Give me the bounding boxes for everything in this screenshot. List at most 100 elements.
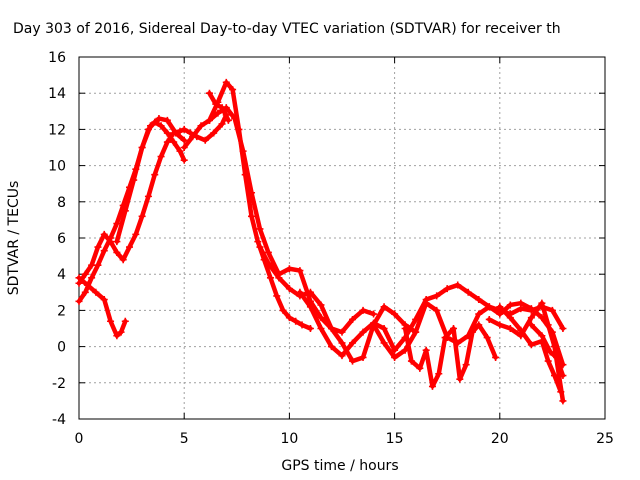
data-point bbox=[266, 274, 274, 282]
data-point bbox=[130, 176, 138, 184]
data-point bbox=[121, 317, 129, 325]
data-point bbox=[107, 317, 115, 325]
data-point bbox=[317, 325, 325, 332]
plot-frame bbox=[78, 56, 606, 420]
data-point bbox=[180, 156, 188, 164]
data-point bbox=[81, 288, 89, 296]
data-series bbox=[75, 78, 567, 405]
data-point bbox=[205, 89, 213, 97]
series-track-4 bbox=[113, 115, 188, 246]
y-tick-label: 0 bbox=[57, 340, 66, 356]
data-point bbox=[155, 115, 163, 123]
data-point bbox=[113, 332, 121, 340]
data-point bbox=[279, 306, 287, 314]
data-point bbox=[306, 303, 314, 311]
chart-title: Day 303 of 2016, Sidereal Day-to-day VTE… bbox=[13, 21, 561, 37]
data-point bbox=[248, 189, 256, 197]
y-tick-label: 10 bbox=[48, 159, 66, 175]
series-line bbox=[114, 116, 187, 244]
data-point bbox=[163, 129, 171, 137]
data-point bbox=[380, 339, 388, 347]
series-line bbox=[402, 322, 498, 389]
data-point bbox=[75, 297, 83, 305]
y-tick-label: 8 bbox=[57, 195, 66, 211]
y-axis-label: SDTVAR / TECUs bbox=[6, 181, 22, 296]
data-point bbox=[370, 321, 378, 329]
data-point bbox=[538, 332, 546, 340]
data-point bbox=[551, 372, 559, 380]
series-track-9 bbox=[296, 281, 567, 360]
data-point bbox=[147, 122, 155, 130]
data-point bbox=[144, 192, 152, 200]
data-point bbox=[94, 261, 102, 269]
series-line bbox=[207, 105, 376, 335]
x-tick-label: 20 bbox=[491, 431, 509, 447]
data-point bbox=[462, 361, 470, 369]
y-tick-label: 6 bbox=[57, 231, 66, 247]
data-point bbox=[475, 296, 483, 304]
data-point bbox=[285, 265, 293, 273]
data-point bbox=[441, 334, 449, 342]
data-point bbox=[492, 353, 500, 361]
data-point bbox=[248, 212, 256, 220]
data-point bbox=[454, 281, 462, 289]
x-tick-label: 25 bbox=[596, 431, 614, 447]
series-track-8 bbox=[256, 243, 420, 365]
data-point bbox=[338, 352, 346, 360]
data-point bbox=[214, 109, 222, 117]
y-axis: -4 -2 0 2 4 6 8 10 12 14 16 bbox=[48, 50, 605, 428]
data-point bbox=[121, 207, 129, 215]
data-point bbox=[496, 310, 504, 318]
data-point bbox=[285, 285, 293, 293]
data-point bbox=[275, 274, 283, 282]
data-point bbox=[151, 171, 159, 179]
data-point bbox=[475, 321, 483, 329]
data-point bbox=[548, 306, 556, 314]
data-point bbox=[296, 267, 304, 275]
data-point bbox=[138, 144, 146, 151]
data-point bbox=[88, 261, 96, 269]
data-point bbox=[75, 274, 83, 282]
data-point bbox=[218, 104, 226, 112]
series-track-13 bbox=[496, 303, 565, 396]
series-track-11 bbox=[401, 321, 500, 390]
data-point bbox=[132, 230, 140, 238]
data-point bbox=[433, 306, 441, 314]
data-point bbox=[317, 314, 325, 322]
data-point bbox=[201, 136, 209, 144]
series-line bbox=[297, 282, 566, 358]
data-point bbox=[296, 288, 304, 296]
data-point bbox=[401, 325, 409, 332]
data-point bbox=[338, 328, 346, 336]
data-point bbox=[113, 238, 121, 246]
data-point bbox=[412, 328, 420, 336]
data-point bbox=[218, 120, 226, 128]
data-point bbox=[306, 325, 314, 332]
data-point bbox=[527, 314, 535, 322]
series-line bbox=[497, 304, 564, 395]
data-point bbox=[264, 248, 272, 256]
data-point bbox=[546, 348, 554, 356]
data-point bbox=[559, 372, 567, 380]
series-track-14 bbox=[527, 321, 567, 380]
series-track-2 bbox=[75, 111, 230, 287]
data-point bbox=[527, 341, 535, 349]
data-point bbox=[527, 305, 535, 313]
data-point bbox=[119, 256, 127, 264]
data-point bbox=[538, 299, 546, 307]
data-point bbox=[506, 314, 514, 322]
y-tick-label: 2 bbox=[57, 303, 66, 319]
data-point bbox=[483, 334, 491, 342]
data-point bbox=[94, 243, 102, 251]
data-point bbox=[468, 328, 476, 336]
x-tick-label: 10 bbox=[280, 431, 298, 447]
data-point bbox=[180, 136, 188, 144]
data-point bbox=[496, 303, 504, 311]
data-point bbox=[370, 310, 378, 318]
data-point bbox=[212, 100, 220, 108]
data-point bbox=[428, 382, 436, 390]
x-axis: 0 5 10 15 20 25 bbox=[75, 57, 614, 447]
data-point bbox=[407, 357, 415, 365]
data-point bbox=[517, 326, 525, 334]
x-axis-label: GPS time / hours bbox=[281, 458, 398, 474]
